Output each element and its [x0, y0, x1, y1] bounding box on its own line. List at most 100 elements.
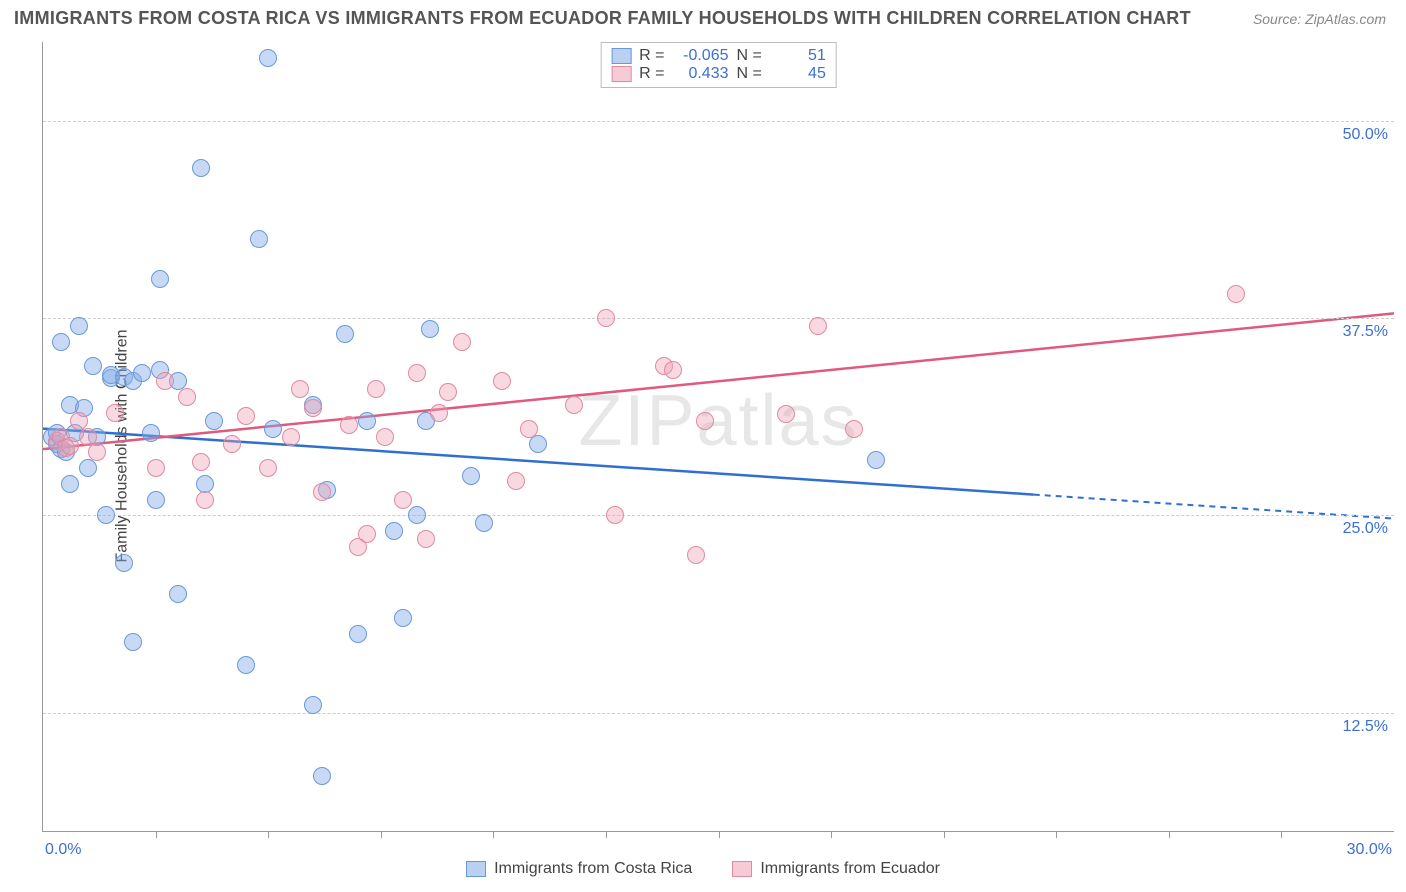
data-point	[259, 459, 277, 477]
data-point	[664, 361, 682, 379]
data-point	[237, 656, 255, 674]
r-label: R =	[639, 65, 664, 83]
data-point	[520, 420, 538, 438]
gridline	[43, 515, 1394, 516]
data-point	[205, 412, 223, 430]
gridline	[43, 318, 1394, 319]
legend-item-costa-rica: Immigrants from Costa Rica	[466, 860, 692, 878]
data-point	[52, 333, 70, 351]
data-point	[349, 625, 367, 643]
n-label: N =	[737, 65, 762, 83]
data-point	[147, 459, 165, 477]
data-point	[340, 416, 358, 434]
y-tick-label: 37.5%	[1343, 323, 1388, 341]
n-value: 51	[770, 47, 826, 65]
data-point	[777, 405, 795, 423]
x-tick	[268, 831, 269, 838]
data-point	[367, 380, 385, 398]
data-point	[1227, 285, 1245, 303]
data-point	[430, 404, 448, 422]
data-point	[421, 320, 439, 338]
data-point	[462, 467, 480, 485]
legend-item-ecuador: Immigrants from Ecuador	[732, 860, 940, 878]
x-tick	[1169, 831, 1170, 838]
data-point	[376, 428, 394, 446]
data-point	[237, 407, 255, 425]
swatch-blue-icon	[466, 861, 486, 877]
data-point	[169, 585, 187, 603]
data-point	[133, 364, 151, 382]
data-point	[408, 364, 426, 382]
n-label: N =	[737, 47, 762, 65]
data-point	[304, 696, 322, 714]
data-point	[507, 472, 525, 490]
data-point	[79, 459, 97, 477]
data-point	[453, 333, 471, 351]
gridline	[43, 713, 1394, 714]
watermark: ZIPatlas	[578, 380, 858, 462]
n-value: 45	[770, 65, 826, 83]
data-point	[606, 506, 624, 524]
data-point	[259, 49, 277, 67]
data-point	[385, 522, 403, 540]
y-tick-label: 25.0%	[1343, 520, 1388, 538]
r-value: -0.065	[673, 47, 729, 65]
data-point	[417, 530, 435, 548]
r-value: 0.433	[673, 65, 729, 83]
data-point	[493, 372, 511, 390]
legend-label: Immigrants from Costa Rica	[494, 860, 692, 878]
data-point	[115, 554, 133, 572]
data-point	[565, 396, 583, 414]
data-point	[192, 159, 210, 177]
x-tick	[719, 831, 720, 838]
stats-box: R = -0.065 N = 51 R = 0.433 N = 45	[600, 42, 837, 88]
data-point	[845, 420, 863, 438]
x-tick-label: 30.0%	[1347, 841, 1392, 859]
bottom-legend: Immigrants from Costa Rica Immigrants fr…	[0, 860, 1406, 878]
data-point	[394, 491, 412, 509]
swatch-pink-icon	[732, 861, 752, 877]
data-point	[61, 437, 79, 455]
data-point	[196, 491, 214, 509]
data-point	[809, 317, 827, 335]
data-point	[687, 546, 705, 564]
y-tick-label: 12.5%	[1343, 718, 1388, 736]
x-tick-label: 0.0%	[45, 841, 81, 859]
y-tick-label: 50.0%	[1343, 126, 1388, 144]
gridline	[43, 121, 1394, 122]
data-point	[147, 491, 165, 509]
data-point	[408, 506, 426, 524]
data-point	[88, 443, 106, 461]
data-point	[223, 435, 241, 453]
source-label: Source: ZipAtlas.com	[1253, 11, 1386, 27]
data-point	[358, 525, 376, 543]
chart-plot-area: ZIPatlas R = -0.065 N = 51 R = 0.433 N =…	[42, 42, 1394, 832]
x-tick	[381, 831, 382, 838]
data-point	[250, 230, 268, 248]
data-point	[156, 372, 174, 390]
data-point	[264, 420, 282, 438]
data-point	[597, 309, 615, 327]
data-point	[142, 424, 160, 442]
x-tick	[606, 831, 607, 838]
data-point	[475, 514, 493, 532]
x-tick	[1056, 831, 1057, 838]
x-tick	[1281, 831, 1282, 838]
data-point	[304, 399, 322, 417]
data-point	[696, 412, 714, 430]
data-point	[97, 506, 115, 524]
data-point	[867, 451, 885, 469]
data-point	[84, 357, 102, 375]
data-point	[124, 633, 142, 651]
r-label: R =	[639, 47, 664, 65]
legend-label: Immigrants from Ecuador	[760, 860, 940, 878]
data-point	[313, 767, 331, 785]
x-tick	[944, 831, 945, 838]
data-point	[151, 270, 169, 288]
stats-row-blue: R = -0.065 N = 51	[611, 47, 826, 65]
data-point	[61, 475, 79, 493]
data-point	[282, 428, 300, 446]
data-point	[178, 388, 196, 406]
data-point	[358, 412, 376, 430]
data-point	[394, 609, 412, 627]
